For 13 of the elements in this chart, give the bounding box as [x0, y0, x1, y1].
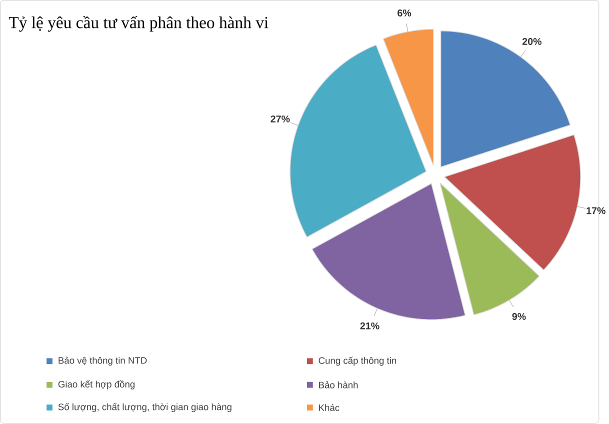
data-label: 6%: [398, 10, 412, 17]
legend-label: Số lượng, chất lượng, thời gian giao hàng: [58, 403, 232, 412]
legend-label: Giao kết hợp đồng: [58, 380, 135, 390]
data-label: 9%: [512, 313, 526, 320]
legend-label: Cung cấp thông tin: [318, 356, 396, 366]
legend-label: Khác: [319, 404, 340, 412]
legend-label: Bảo vệ thông tin NTD: [58, 356, 147, 366]
data-label: 27%: [270, 116, 290, 123]
chart-title: Tỷ lệ yêu cầu tư vấn phân theo hành vi: [8, 16, 268, 32]
data-label: 21%: [360, 322, 380, 330]
data-label: 20%: [522, 38, 542, 46]
data-label: 17%: [586, 207, 606, 214]
legend-label: Bảo hành: [319, 382, 358, 389]
